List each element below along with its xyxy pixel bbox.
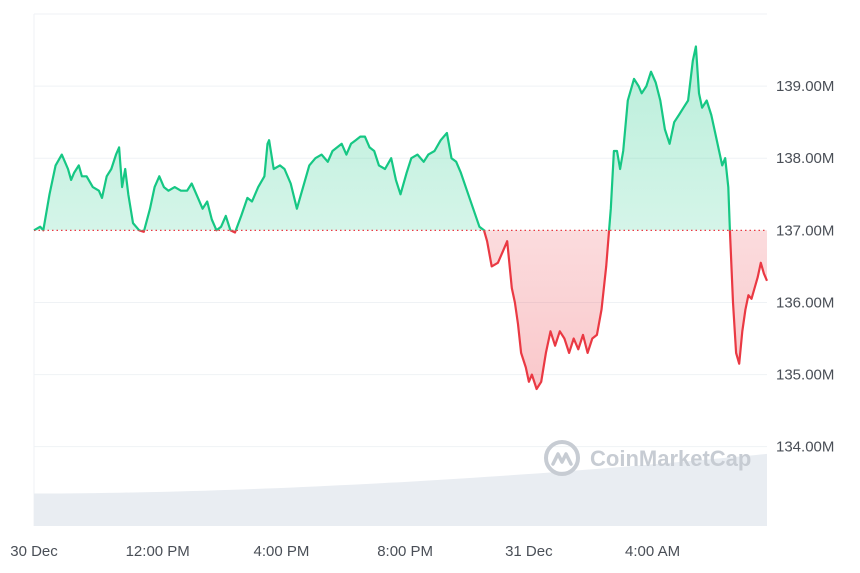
watermark-text: CoinMarketCap xyxy=(590,446,751,471)
y-tick-label: 134.00M xyxy=(776,439,834,456)
x-tick-label: 31 Dec xyxy=(505,543,553,560)
grid-lines xyxy=(33,13,767,526)
y-tick-label: 136.00M xyxy=(776,294,834,311)
x-tick-label: 30 Dec xyxy=(10,543,58,560)
price-line-up xyxy=(33,45,732,231)
price-line xyxy=(33,45,769,391)
x-tick-label: 8:00 PM xyxy=(377,543,433,560)
watermark: CoinMarketCap xyxy=(544,440,751,476)
x-tick-label: 4:00 AM xyxy=(625,543,680,560)
y-axis-ticks: 134.00M 135.00M 136.00M 137.00M 138.00M 139.0… xyxy=(776,78,834,456)
volume-area xyxy=(34,453,767,526)
y-tick-label: 135.00M xyxy=(776,367,834,384)
price-area-fill xyxy=(34,46,767,389)
area-fill-above xyxy=(34,46,767,231)
x-axis-ticks: 30 Dec 12:00 PM 4:00 PM 8:00 PM 31 Dec 4:00 A… xyxy=(10,543,680,560)
y-tick-label: 138.00M xyxy=(776,150,834,167)
coinmarketcap-logo-icon xyxy=(544,440,580,476)
y-tick-label: 139.00M xyxy=(776,78,834,95)
y-tick-label: 137.00M xyxy=(776,222,834,239)
x-tick-label: 12:00 PM xyxy=(126,543,190,560)
x-tick-label: 4:00 PM xyxy=(253,543,309,560)
volume-band xyxy=(34,453,767,526)
